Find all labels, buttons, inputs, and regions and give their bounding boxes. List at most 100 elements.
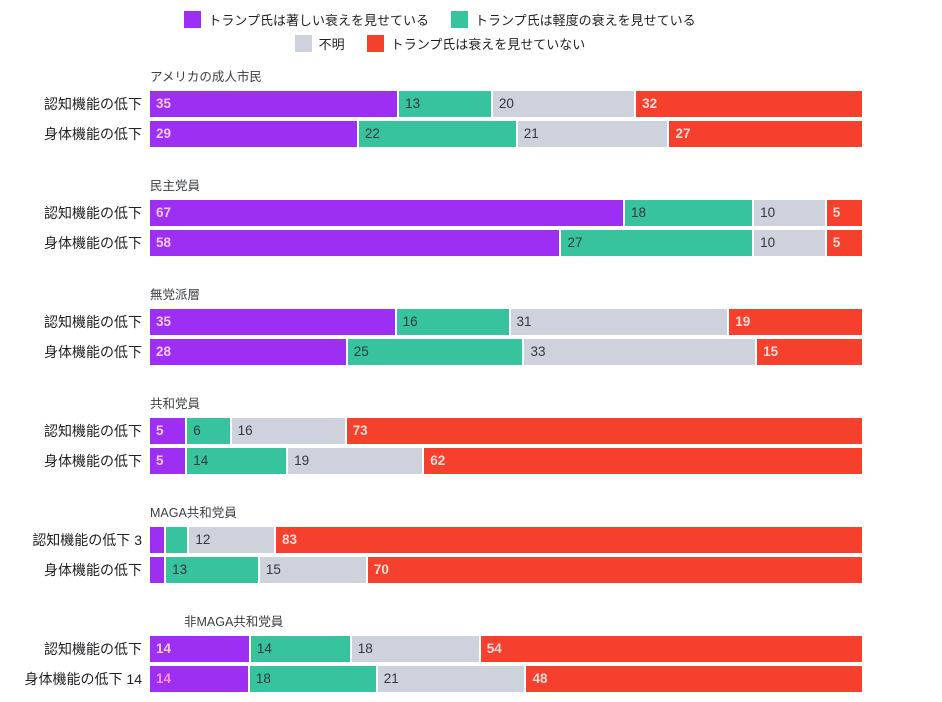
bar-segment — [166, 527, 188, 553]
bar-segment: 5 — [826, 230, 862, 256]
row-label: 認知機能の低下 3 — [32, 532, 142, 548]
bar-value: 14 — [156, 671, 172, 686]
bar-segment: 13 — [166, 557, 258, 583]
bar-value: 62 — [430, 453, 446, 468]
bar-segment: 18 — [351, 636, 479, 662]
stacked-bar: 29 22 21 27 — [150, 121, 862, 147]
bar-value: 19 — [294, 453, 310, 468]
bar-segment: 33 — [524, 339, 756, 365]
legend-label: トランプ氏は軽度の衰えを見せている — [475, 13, 696, 28]
bar-row: 身体機能の低下 13 15 70 — [0, 557, 942, 583]
bar-segment: 16 — [396, 309, 509, 335]
bar-segment: 62 — [424, 448, 862, 474]
bar-segment: 25 — [347, 339, 523, 365]
bar-row: 認知機能の低下 35 16 31 19 — [0, 309, 942, 335]
group-rows: 認知機能の低下 35 16 31 19 身体機能の低下 28 25 33 15 — [0, 309, 942, 365]
bar-row: 認知機能の低下 35 13 20 32 — [0, 91, 942, 117]
bar-value: 31 — [516, 314, 532, 329]
bar-segment: 21 — [517, 121, 668, 147]
row-label: 認知機能の低下 — [44, 423, 142, 439]
row-label: 身体機能の低下 — [44, 453, 142, 469]
bar-value: 25 — [353, 344, 369, 359]
bar-segment: 19 — [729, 309, 862, 335]
bar-value: 33 — [530, 344, 546, 359]
bar-value: 5 — [156, 453, 164, 468]
group-rows: 認知機能の低下 3 12 83 身体機能の低下 13 15 70 — [0, 527, 942, 583]
bar-segment: 35 — [150, 309, 395, 335]
bar-segment: 35 — [150, 91, 398, 117]
bar-segment: 28 — [150, 339, 346, 365]
bar-value: 14 — [193, 453, 209, 468]
bar-value: 83 — [282, 532, 298, 547]
bar-value: 28 — [156, 344, 172, 359]
bar-segment: 29 — [150, 121, 357, 147]
group-title: 民主党員 — [150, 179, 201, 193]
bar-value: 32 — [642, 96, 658, 111]
bar-value: 20 — [498, 96, 514, 111]
bar-segment: 48 — [526, 666, 863, 692]
bar-value: 18 — [631, 205, 647, 220]
bar-segment: 5 — [826, 200, 862, 226]
bar-value: 27 — [567, 235, 583, 250]
bar-segment: 5 — [150, 448, 186, 474]
legend-swatch-icon — [366, 35, 384, 52]
bar-row: 認知機能の低下 3 12 83 — [0, 527, 942, 553]
group-rows: 認知機能の低下 67 18 10 5 身体機能の低下 58 27 10 5 — [0, 200, 942, 256]
bar-value: 27 — [675, 126, 691, 141]
bar-segment — [150, 527, 165, 553]
chart-groups: アメリカの成人市民 認知機能の低下 35 13 20 32 身体機能の低下 29 22 2… — [0, 69, 942, 692]
row-label: 身体機能の低下 — [44, 562, 142, 578]
bar-row: 身体機能の低下 28 25 33 15 — [0, 339, 942, 365]
bar-row: 身体機能の低下 58 27 10 5 — [0, 230, 942, 256]
row-label: 認知機能の低下 — [44, 641, 142, 657]
bar-value: 5 — [832, 205, 841, 220]
stacked-bar: 12 83 — [150, 527, 863, 553]
bar-value: 54 — [486, 641, 502, 656]
bar-segment — [150, 557, 165, 583]
bar-value: 13 — [172, 562, 188, 577]
bar-value: 18 — [255, 671, 271, 686]
stacked-bar: 5 14 19 62 — [150, 448, 862, 474]
bar-value: 16 — [402, 314, 418, 329]
stacked-bar: 14 14 18 54 — [150, 636, 862, 662]
stacked-bar: 14 18 21 48 — [150, 666, 863, 692]
chart-group: 無党派層 認知機能の低下 35 16 31 19 身体機能の低下 28 25 33 15 — [0, 287, 942, 365]
bar-value: 10 — [760, 205, 776, 220]
bar-segment: 70 — [367, 557, 863, 583]
bar-segment: 14 — [150, 666, 248, 692]
stacked-bar: 35 16 31 19 — [150, 309, 862, 335]
bar-row: 身体機能の低下 29 22 21 27 — [0, 121, 942, 147]
legend-label: トランプ氏は衰えを見せていない — [390, 37, 586, 52]
bar-value: 67 — [156, 205, 172, 220]
row-label: 身体機能の低下 — [44, 126, 142, 142]
stacked-bar: 13 15 70 — [150, 557, 863, 583]
bar-segment: 21 — [377, 666, 525, 692]
bar-value: 29 — [156, 126, 172, 141]
bar-value: 5 — [832, 235, 841, 250]
bar-segment: 5 — [150, 418, 186, 444]
group-title: MAGA共和党員 — [150, 506, 237, 520]
legend-label: 不明 — [318, 37, 345, 52]
bar-value: 14 — [256, 641, 272, 656]
bar-segment: 16 — [231, 418, 345, 444]
bar-value: 58 — [156, 235, 172, 250]
bar-value: 14 — [156, 641, 172, 656]
group-rows: 認知機能の低下 14 14 18 54 身体機能の低下 14 14 18 21 48 — [0, 636, 942, 692]
bar-segment: 10 — [754, 230, 825, 256]
bar-segment: 12 — [189, 527, 275, 553]
legend-item: 不明 — [294, 34, 345, 53]
group-title: アメリカの成人市民 — [150, 70, 262, 84]
bar-value: 15 — [265, 562, 281, 577]
chart-group: アメリカの成人市民 認知機能の低下 35 13 20 32 身体機能の低下 29 22 2… — [0, 69, 942, 147]
bar-segment: 32 — [636, 91, 862, 117]
stacked-bar: 58 27 10 5 — [150, 230, 862, 256]
bar-value: 15 — [763, 344, 779, 359]
row-label: 認知機能の低下 — [44, 96, 142, 112]
bar-segment: 73 — [346, 418, 862, 444]
bar-segment: 18 — [625, 200, 753, 226]
bar-row: 認知機能の低下 5 6 16 73 — [0, 418, 942, 444]
bar-value: 6 — [193, 423, 201, 438]
row-label: 身体機能の低下 14 — [24, 671, 142, 687]
bar-segment: 15 — [757, 339, 862, 365]
